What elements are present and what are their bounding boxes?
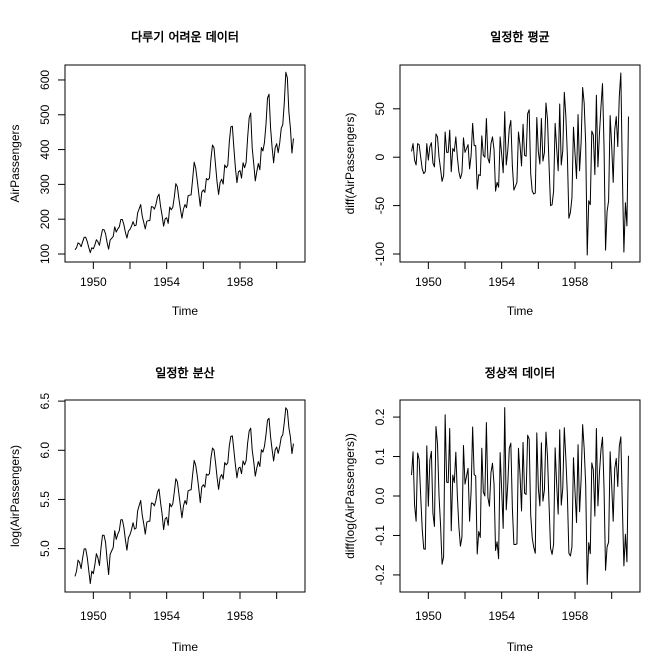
x-axis-label: Time [507, 640, 534, 654]
y-tick-label: 0 [373, 154, 387, 161]
x-tick-label: 1950 [415, 609, 442, 623]
series-line [411, 407, 629, 585]
x-tick-label: 1954 [488, 609, 515, 623]
chart-title: 일정한 분산 [155, 365, 214, 380]
y-tick-label: 5.0 [38, 540, 52, 557]
y-tick-label: -100 [373, 242, 387, 266]
chart-title: 다루기 어려운 데이터 [131, 29, 239, 44]
y-tick-label: -0.1 [373, 525, 387, 546]
chart-panel-3: 일정한 분산 Time log(AirPassengers) 1950 1954 1958… [8, 365, 306, 654]
x-tick-label: 1954 [153, 275, 180, 289]
x-tick-label: 1958 [562, 275, 589, 289]
y-tick-label: 6.5 [38, 392, 52, 409]
x-axis-label: Time [172, 640, 199, 654]
y-tick-label: 500 [38, 104, 52, 124]
y-tick-label: 400 [38, 139, 52, 159]
x-tick-label: 1950 [80, 275, 107, 289]
chart-title: 일정한 평균 [490, 29, 549, 44]
y-tick-label: -0.2 [373, 564, 387, 585]
series-line [74, 407, 294, 585]
y-axis-label: diff(AirPassengers) [343, 113, 357, 215]
y-tick-label: 6.0 [38, 442, 52, 459]
y-tick-label: 200 [38, 209, 52, 229]
x-axis-label: Time [172, 304, 199, 318]
x-axis-label: Time [507, 304, 534, 318]
y-axis-label: AirPassengers [8, 124, 22, 202]
chart-panel-2: 일정한 평균 Time diff(AirPassengers) 1950 1954 195… [343, 29, 641, 318]
chart-title: 정상적 데이터 [485, 365, 555, 380]
y-tick-label: 100 [38, 244, 52, 264]
y-tick-label: -50 [373, 197, 387, 215]
plot-frame [64, 399, 306, 593]
y-tick-label: 5.5 [38, 491, 52, 508]
x-tick-label: 1958 [227, 275, 254, 289]
plot-frame [64, 64, 306, 263]
y-tick-label: 300 [38, 174, 52, 194]
y-tick-label: 600 [38, 70, 52, 90]
y-tick-label: 0.0 [373, 487, 387, 504]
x-tick-label: 1954 [488, 275, 515, 289]
x-tick-label: 1950 [80, 609, 107, 623]
y-tick-label: 50 [373, 102, 387, 116]
x-tick-label: 1958 [227, 609, 254, 623]
x-tick-label: 1950 [415, 275, 442, 289]
y-tick-label: 0.2 [373, 408, 387, 425]
series-line [411, 72, 629, 256]
y-axis-label: log(AirPassengers) [8, 445, 22, 547]
series-line [74, 71, 294, 254]
x-tick-label: 1954 [153, 609, 180, 623]
x-tick-label: 1958 [562, 609, 589, 623]
chart-panel-1: 다루기 어려운 데이터 Time AirPassengers 1950 1954 1958… [8, 29, 306, 318]
plot-frame [399, 64, 641, 263]
y-tick-label: 0.1 [373, 448, 387, 465]
chart-panel-4: 정상적 데이터 Time diff(log(AirPassengers)) 1950 1… [343, 365, 641, 654]
y-axis-label: diff(log(AirPassengers)) [343, 433, 357, 559]
